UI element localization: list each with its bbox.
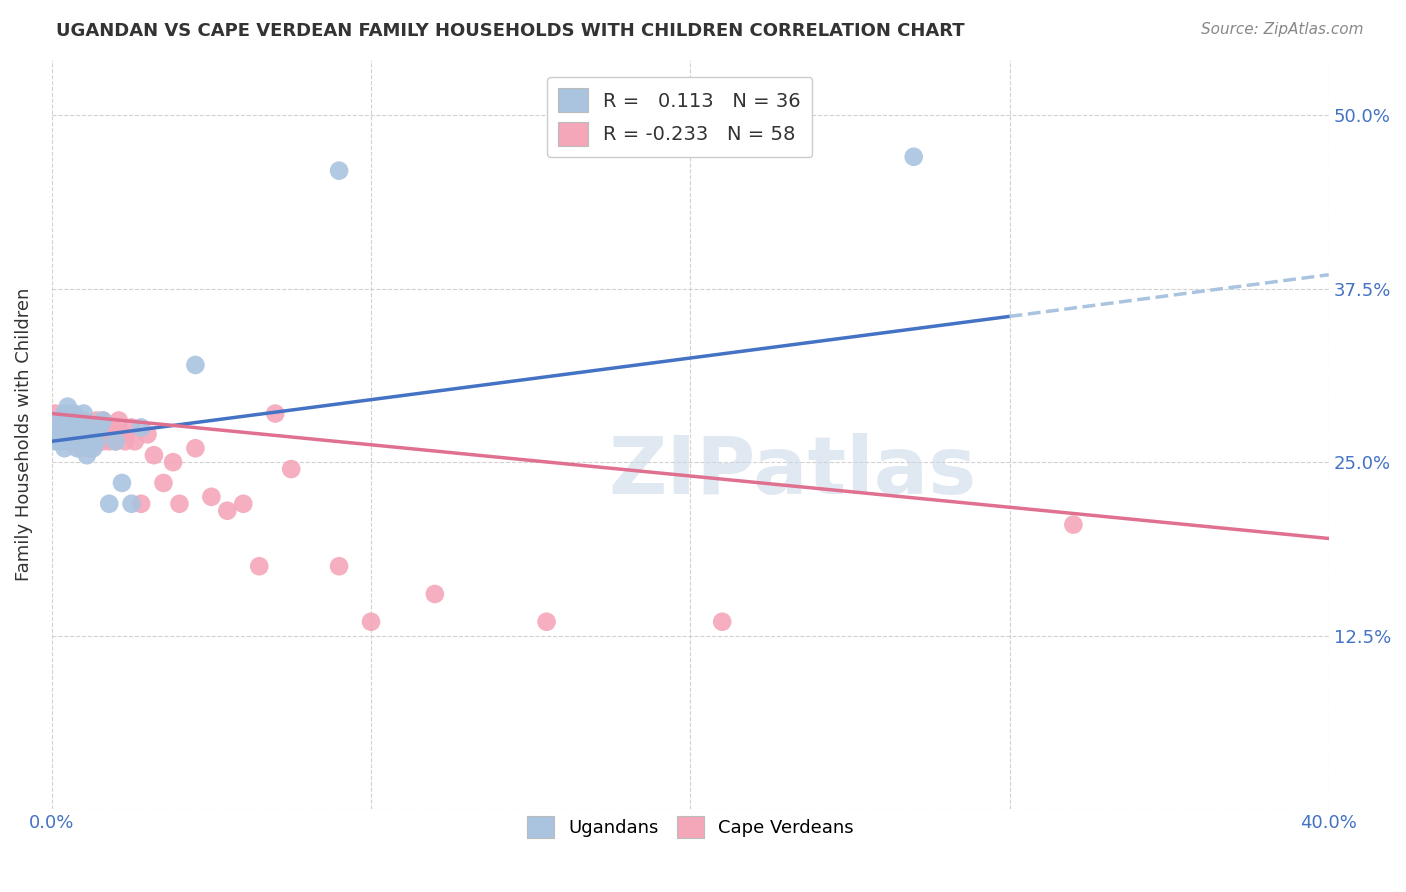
Point: [328, 163, 350, 178]
Point: [59, 427, 82, 442]
Point: [184, 442, 207, 456]
Point: [91, 413, 114, 427]
Point: [63, 427, 86, 442]
Text: UGANDAN VS CAPE VERDEAN FAMILY HOUSEHOLDS WITH CHILDREN CORRELATION CHART: UGANDAN VS CAPE VERDEAN FAMILY HOUSEHOLD…: [56, 22, 965, 40]
Point: [82, 420, 104, 434]
Point: [89, 434, 111, 449]
Point: [121, 497, 143, 511]
Point: [94, 427, 117, 442]
Point: [79, 420, 101, 434]
Point: [184, 358, 207, 372]
Point: [169, 497, 191, 511]
Point: [66, 442, 89, 456]
Point: [264, 407, 287, 421]
Point: [66, 420, 89, 434]
Point: [711, 615, 734, 629]
Point: [76, 448, 98, 462]
Point: [69, 413, 91, 427]
Point: [86, 427, 108, 442]
Point: [56, 413, 79, 427]
Point: [69, 434, 91, 449]
Point: [51, 434, 73, 449]
Point: [98, 497, 121, 511]
Point: [79, 442, 101, 456]
Point: [1062, 517, 1084, 532]
Text: Source: ZipAtlas.com: Source: ZipAtlas.com: [1201, 22, 1364, 37]
Point: [66, 434, 89, 449]
Point: [46, 413, 69, 427]
Point: [53, 413, 76, 427]
Point: [114, 434, 136, 449]
Point: [63, 413, 86, 427]
Point: [73, 413, 96, 427]
Point: [101, 420, 124, 434]
Point: [247, 559, 270, 574]
Point: [217, 504, 239, 518]
Point: [232, 497, 254, 511]
Point: [423, 587, 446, 601]
Point: [51, 420, 73, 434]
Point: [86, 413, 108, 427]
Point: [56, 427, 79, 442]
Point: [152, 475, 174, 490]
Point: [91, 434, 114, 449]
Point: [69, 442, 91, 456]
Point: [98, 434, 121, 449]
Point: [56, 400, 79, 414]
Point: [328, 559, 350, 574]
Point: [63, 434, 86, 449]
Point: [162, 455, 184, 469]
Point: [76, 420, 98, 434]
Point: [111, 427, 134, 442]
Legend: Ugandans, Cape Verdeans: Ugandans, Cape Verdeans: [519, 809, 860, 845]
Point: [44, 434, 66, 449]
Point: [129, 420, 152, 434]
Point: [136, 427, 159, 442]
Point: [82, 442, 104, 456]
Point: [44, 407, 66, 421]
Point: [111, 475, 134, 490]
Point: [280, 462, 302, 476]
Point: [73, 427, 96, 442]
Point: [53, 427, 76, 442]
Point: [903, 150, 925, 164]
Point: [121, 420, 143, 434]
Y-axis label: Family Households with Children: Family Households with Children: [15, 288, 32, 581]
Point: [124, 434, 146, 449]
Point: [59, 413, 82, 427]
Point: [200, 490, 222, 504]
Point: [53, 442, 76, 456]
Point: [46, 413, 69, 427]
Point: [69, 420, 91, 434]
Point: [142, 448, 165, 462]
Point: [82, 434, 104, 449]
Point: [73, 427, 96, 442]
Point: [89, 420, 111, 434]
Point: [79, 427, 101, 442]
Point: [63, 407, 86, 421]
Point: [66, 420, 89, 434]
Point: [129, 497, 152, 511]
Point: [104, 434, 127, 449]
Point: [59, 407, 82, 421]
Point: [76, 434, 98, 449]
Point: [107, 413, 129, 427]
Point: [76, 427, 98, 442]
Point: [82, 427, 104, 442]
Point: [536, 615, 558, 629]
Point: [53, 427, 76, 442]
Point: [360, 615, 382, 629]
Point: [46, 427, 69, 442]
Point: [104, 434, 127, 449]
Point: [59, 427, 82, 442]
Point: [51, 434, 73, 449]
Point: [51, 420, 73, 434]
Point: [56, 434, 79, 449]
Point: [89, 420, 111, 434]
Point: [73, 407, 96, 421]
Point: [86, 434, 108, 449]
Text: ZIPatlas: ZIPatlas: [609, 433, 977, 511]
Point: [53, 407, 76, 421]
Point: [91, 413, 114, 427]
